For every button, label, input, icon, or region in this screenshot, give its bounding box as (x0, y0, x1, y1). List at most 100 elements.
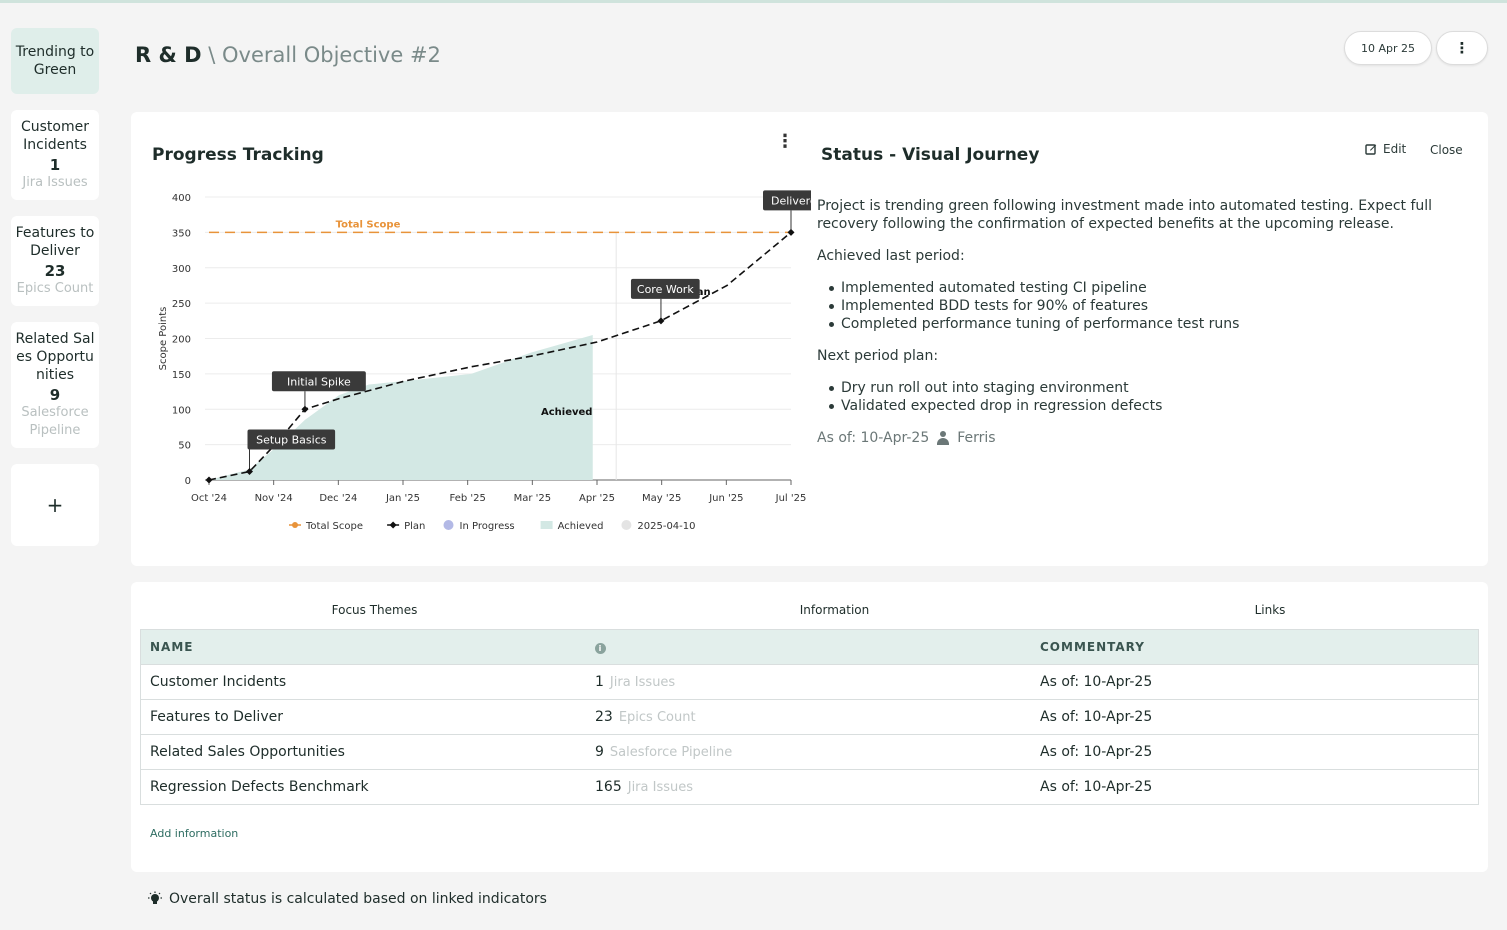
indicator-unit: Salesforce Pipeline (21, 405, 89, 438)
status-body: Project is trending green following inve… (817, 197, 1457, 447)
as-of-date: As of: 10-Apr-25 (817, 430, 930, 446)
row-commentary: As of: 10-Apr-25 (1040, 744, 1153, 760)
edit-button[interactable]: Edit (1365, 142, 1406, 156)
list-item: Dry run roll out into staging environmen… (829, 379, 1457, 397)
table-row[interactable]: Regression Defects Benchmark 165 Jira Iss… (141, 769, 1478, 804)
information-table: NAME i COMMENTARY Customer Incidents 1 Ji… (140, 629, 1479, 805)
x-tick-label: May '25 (642, 493, 681, 504)
tab-links[interactable]: Links (1254, 603, 1286, 617)
row-value: 9 Salesforce Pipeline (587, 744, 1032, 760)
date-button[interactable]: 10 Apr 25 (1344, 31, 1432, 65)
achieved-label: Achieved (541, 407, 592, 418)
legend-label: Total Scope (305, 521, 363, 532)
plan-point (205, 476, 213, 484)
details-tabs: Focus Themes Information Links (141, 598, 1479, 630)
plan-point (301, 405, 309, 413)
next-list: Dry run roll out into staging environmen… (829, 379, 1457, 415)
column-header-value: i (587, 640, 1032, 654)
list-item: Implemented BDD tests for 90% of feature… (829, 297, 1457, 315)
status-label: Trending to Green (15, 44, 95, 78)
more-menu-button[interactable]: ⋮ (1436, 31, 1488, 65)
legend-label: Plan (404, 521, 425, 532)
value-number: 23 (595, 709, 613, 725)
total-scope-label: Total Scope (336, 219, 401, 230)
close-button[interactable]: Close (1430, 143, 1463, 157)
indicator-unit: Epics Count (16, 281, 94, 296)
tab-focus-themes[interactable]: Focus Themes (331, 603, 418, 617)
indicator-card-sales[interactable]: Related Sales Opportunities 9 Salesforce… (11, 322, 99, 448)
as-of-line: As of: 10-Apr-25 Ferris (817, 429, 1457, 447)
value-number: 1 (595, 674, 604, 690)
add-indicator-button[interactable]: + (11, 464, 99, 546)
indicator-value: 23 (44, 262, 66, 280)
achieved-area (209, 334, 593, 480)
y-axis-label: Scope Points (158, 307, 169, 371)
achieved-heading: Achieved last period: (817, 248, 965, 264)
legend-swatch-dot (292, 522, 298, 528)
indicator-rail: Trending to Green Customer Incidents 1 J… (11, 28, 99, 562)
date-label: 10 Apr 25 (1360, 41, 1416, 55)
info-icon[interactable]: i (595, 643, 606, 654)
legend-swatch-diamond (389, 521, 397, 529)
y-tick-label: 150 (172, 370, 191, 381)
column-header-name[interactable]: NAME (150, 640, 194, 654)
x-tick-label: Nov '24 (255, 493, 293, 504)
x-tick-label: Jun '25 (708, 493, 743, 504)
indicator-label: Customer Incidents (20, 119, 89, 153)
x-tick-label: Apr '25 (579, 493, 615, 504)
list-item: Completed performance tuning of performa… (829, 315, 1457, 333)
indicator-card-features[interactable]: Features to Deliver 23 Epics Count (11, 216, 99, 306)
legend-label: In Progress (460, 521, 515, 532)
legend-label: 2025-04-10 (637, 521, 695, 532)
annotation-box (247, 429, 336, 450)
annotation-box (763, 190, 811, 211)
table-header: NAME i COMMENTARY (141, 630, 1478, 664)
edit-icon (1365, 144, 1377, 155)
y-tick-label: 0 (185, 476, 191, 487)
x-tick-label: Mar '25 (514, 493, 552, 504)
row-commentary: As of: 10-Apr-25 (1040, 779, 1153, 795)
row-commentary: As of: 10-Apr-25 (1040, 674, 1153, 690)
value-number: 9 (595, 744, 604, 760)
indicator-card-customer-incidents[interactable]: Customer Incidents 1 Jira Issues (11, 110, 99, 200)
status-summary: Project is trending green following inve… (817, 198, 1433, 232)
table-row[interactable]: Customer Incidents 1 Jira Issues As of: 1… (141, 664, 1478, 699)
y-tick-label: 50 (178, 441, 191, 452)
y-tick-label: 250 (172, 299, 191, 310)
row-name: Customer Incidents (150, 674, 287, 690)
page-title: R & D \ Overall Objective #2 (135, 43, 441, 67)
kebab-icon: ⋮ (1454, 39, 1470, 57)
value-unit: Epics Count (618, 710, 696, 725)
plan-point (246, 468, 254, 476)
indicator-label: Features to Deliver (15, 225, 95, 259)
x-tick-label: Jul '25 (775, 493, 807, 504)
annotation-box (271, 371, 366, 392)
table-row[interactable]: Features to Deliver 23 Epics Count As of:… (141, 699, 1478, 734)
footer-note: Overall status is calculated based on li… (147, 891, 547, 907)
status-title: Status - Visual Journey (821, 145, 1040, 165)
column-header-commentary[interactable]: COMMENTARY (1040, 640, 1145, 654)
legend-swatch-rect (540, 521, 553, 529)
x-tick-label: Feb '25 (449, 493, 485, 504)
plan-point (657, 317, 665, 325)
details-panel: Focus Themes Information Links NAME i CO… (131, 582, 1488, 872)
indicator-label: Related Sales Opportunities (15, 331, 95, 383)
status-card[interactable]: Trending to Green (11, 28, 99, 94)
value-unit: Salesforce Pipeline (609, 745, 733, 760)
person-icon (937, 431, 950, 445)
table-row[interactable]: Related Sales Opportunities 9 Salesforce … (141, 734, 1478, 769)
annotation-label: Initial Spike (287, 375, 351, 388)
next-heading: Next period plan: (817, 348, 939, 364)
breadcrumb-org[interactable]: R & D (135, 43, 202, 67)
achieved-list: Implemented automated testing CI pipelin… (829, 279, 1457, 333)
y-tick-label: 400 (172, 193, 191, 204)
row-name: Features to Deliver (150, 709, 283, 725)
add-information-link[interactable]: Add information (150, 827, 239, 840)
breadcrumb-path: \ Overall Objective #2 (208, 43, 441, 67)
annotation-label: Core Work (637, 283, 694, 296)
author-name: Ferris (957, 430, 996, 446)
tab-information[interactable]: Information (608, 598, 1061, 630)
row-value: 165 Jira Issues (587, 779, 1032, 795)
row-name: Related Sales Opportunities (150, 744, 345, 760)
annotation-label: Delivered (771, 194, 811, 207)
